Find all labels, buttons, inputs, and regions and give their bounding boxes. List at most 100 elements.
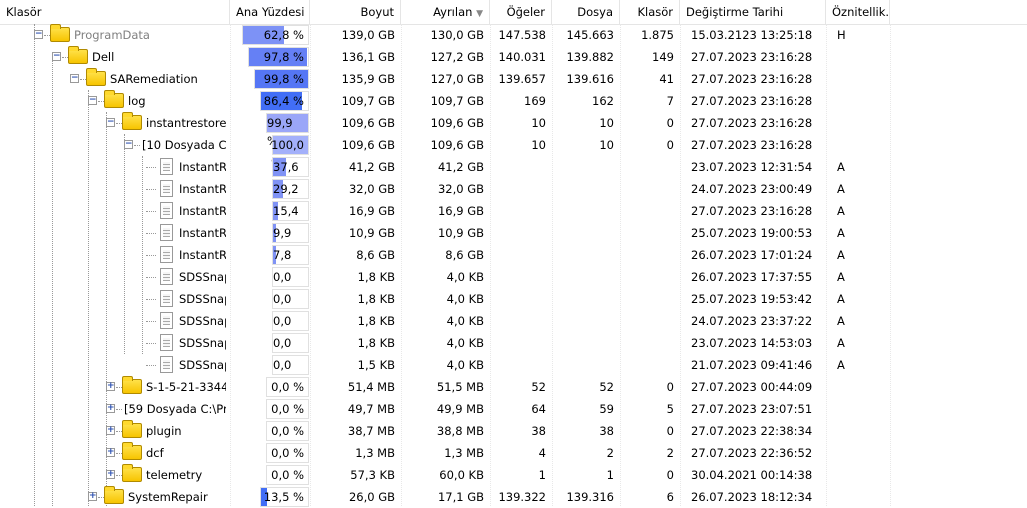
folder-icon	[122, 112, 142, 130]
cell-files: 145.663	[566, 28, 614, 42]
column-header-attributes[interactable]: Öznitellik...	[826, 0, 890, 24]
tree-row[interactable]: SDSSnapshot 0,0 % 1,5 KB 4,0 KB 21.07.2023 0…	[0, 354, 1027, 390]
collapse-icon[interactable]: −	[70, 73, 79, 83]
percent-bar: 99,8 %	[254, 69, 309, 89]
cell-date: 27.07.2023 23:07:51	[691, 402, 813, 416]
tree-row[interactable]: − Dell 97,8 % 136,1 GB 127,2 GB 140.031 139.88…	[0, 46, 1027, 68]
tree-row[interactable]: − ProgramData 62,8 % 139,0 GB 130,0 GB 147.53…	[0, 24, 1027, 46]
item-name: S-1-5-21-3344216	[146, 380, 226, 394]
cell-folders: 2	[666, 446, 674, 460]
item-name: SDSSnapshot	[179, 314, 226, 328]
cell-attr: A	[837, 270, 845, 284]
cell-size: 1,8 KB	[357, 336, 395, 350]
tree-row[interactable]: + plugin 0,0 % 38,7 MB 38,8 MB 38 38 0 27.07.202…	[0, 420, 1027, 442]
cell-items: 147.538	[498, 28, 546, 42]
item-name: SDSSnapshot	[179, 336, 226, 350]
cell-size: 49,7 MB	[347, 402, 395, 416]
tree-row[interactable]: SDSSnapshot 0,0 % 1,8 KB 4,0 KB 26.07.2023 1…	[0, 266, 1027, 302]
folder-icon	[50, 24, 70, 42]
expand-icon[interactable]: +	[106, 447, 115, 457]
folder-icon	[86, 68, 106, 86]
tree-row[interactable]: + telemetry 0,0 % 57,3 KB 60,0 KB 1 1 0 30.04.20…	[0, 464, 1027, 486]
collapse-icon[interactable]: −	[106, 117, 115, 127]
percent-text: 13,5 %	[263, 490, 304, 504]
expand-icon[interactable]: +	[106, 425, 115, 435]
cell-alloc: 127,0 GB	[430, 72, 484, 86]
collapse-icon[interactable]: −	[124, 139, 133, 149]
percent-fill	[255, 70, 308, 88]
column-header-items[interactable]: Öğeler	[490, 0, 552, 24]
tree-row[interactable]: SDSSnapshot 0,0 % 1,8 KB 4,0 KB 25.07.2023 1…	[0, 288, 1027, 324]
percent-bar: 13,5 %	[260, 487, 309, 507]
cell-attr: A	[837, 336, 845, 350]
cell-files: 10	[599, 116, 614, 130]
expand-icon[interactable]: +	[106, 381, 115, 391]
tree-row[interactable]: − instantrestore 99,9 % 109,6 GB 109,6 GB 10 1…	[0, 112, 1027, 148]
folder-icon	[122, 464, 142, 482]
collapse-icon[interactable]: −	[52, 51, 61, 61]
cell-files	[552, 200, 620, 222]
percent-bar: 0,0 %	[272, 355, 309, 390]
cell-alloc: 60,0 KB	[439, 468, 484, 482]
tree-row[interactable]: InstantRestore 29,2 % 32,0 GB 32,0 GB 24.07.…	[0, 178, 1027, 214]
column-separator	[826, 24, 827, 506]
tree-row[interactable]: InstantRestore 37,6 % 41,2 GB 41,2 GB 23.07.…	[0, 156, 1027, 192]
cell-size: 139,0 GB	[341, 28, 395, 42]
column-header-files[interactable]: Dosya	[552, 0, 620, 24]
tree-line	[52, 57, 53, 506]
column-header-folder[interactable]: Klasör	[0, 0, 230, 24]
percent-fill	[273, 246, 276, 264]
cell-date: 27.07.2023 22:36:52	[691, 446, 813, 460]
percent-bar: 0,0 %	[266, 399, 309, 419]
tree-row[interactable]: SDSSnapshot 0,0 % 1,8 KB 4,0 KB 23.07.2023 1…	[0, 332, 1027, 368]
expand-icon[interactable]: +	[106, 403, 115, 413]
tree-row[interactable]: − log 86,4 % 109,7 GB 109,7 GB 169 162 7 27.07.2…	[0, 90, 1027, 112]
tree-row[interactable]: + SystemRepair 13,5 % 26,0 GB 17,1 GB 139.322…	[0, 486, 1027, 508]
file-icon	[160, 224, 173, 241]
percent-fill	[261, 92, 302, 110]
tree-row[interactable]: − SARemediation 99,8 % 135,9 GB 127,0 GB 139.…	[0, 68, 1027, 90]
percent-fill	[267, 114, 308, 132]
cell-date: 25.07.2023 19:00:53	[691, 226, 813, 240]
expand-icon[interactable]: +	[106, 469, 115, 479]
cell-size: 109,6 GB	[341, 138, 395, 152]
cell-items	[490, 178, 552, 200]
tree-row[interactable]: SDSSnapshot 0,0 % 1,8 KB 4,0 KB 24.07.2023 2…	[0, 310, 1027, 346]
column-header-modified-date[interactable]: Değiştirme Tarihi	[680, 0, 826, 24]
column-header-folders[interactable]: Klasör	[620, 0, 680, 24]
tree-row[interactable]: InstantRestore 9,9 % 10,9 GB 10,9 GB 25.07.2…	[0, 222, 1027, 258]
tree-row[interactable]: −[10 Dosyada C:\Prog 100,0 % 109,6 GB 109,6…	[0, 134, 1027, 170]
cell-folders: 0	[666, 138, 674, 152]
expand-icon[interactable]: +	[88, 491, 97, 501]
cell-files	[552, 222, 620, 244]
file-icon	[160, 180, 173, 197]
cell-attr	[826, 464, 890, 486]
tree-line	[34, 24, 35, 506]
tree-line	[142, 156, 143, 354]
cell-alloc: 4,0 KB	[446, 358, 484, 372]
tree-line	[98, 497, 104, 498]
cell-files	[552, 266, 620, 288]
column-label: Klasör	[637, 5, 673, 19]
cell-folders	[620, 354, 680, 376]
column-header-allocated[interactable]: Ayrılan ▼	[401, 0, 490, 24]
collapse-icon[interactable]: −	[88, 95, 97, 105]
tree-line	[62, 57, 68, 58]
cell-alloc: 8,6 GB	[445, 248, 484, 262]
cell-folders	[620, 332, 680, 354]
cell-date: 27.07.2023 23:16:28	[691, 138, 813, 152]
column-label: Boyut	[360, 5, 394, 19]
cell-alloc: 109,7 GB	[430, 94, 484, 108]
tree-row[interactable]: + [59 Dosyada C:\ProgramData 0,0 % 49,7 MB 4…	[0, 398, 1027, 420]
tree-row[interactable]: InstantRestore 7,8 % 8,6 GB 8,6 GB 26.07.202…	[0, 244, 1027, 280]
cell-folders	[620, 288, 680, 310]
column-header-size[interactable]: Boyut	[310, 0, 401, 24]
column-header-parent-percent[interactable]: Ana Yüzdesi	[230, 0, 310, 24]
tree-row[interactable]: InstantRestore 15,4 % 16,9 GB 16,9 GB 27.07.…	[0, 200, 1027, 236]
collapse-icon[interactable]: −	[34, 29, 43, 39]
percent-fill	[249, 48, 307, 66]
tree-row[interactable]: + S-1-5-21-3344216 0,0 % 51,4 MB 51,5 MB 52 52…	[0, 376, 1027, 398]
cell-alloc: 4,0 KB	[446, 292, 484, 306]
tree-row[interactable]: + dcf 0,0 % 1,3 MB 1,3 MB 4 2 2 27.07.2023 22:36…	[0, 442, 1027, 464]
cell-attr: A	[837, 358, 845, 372]
